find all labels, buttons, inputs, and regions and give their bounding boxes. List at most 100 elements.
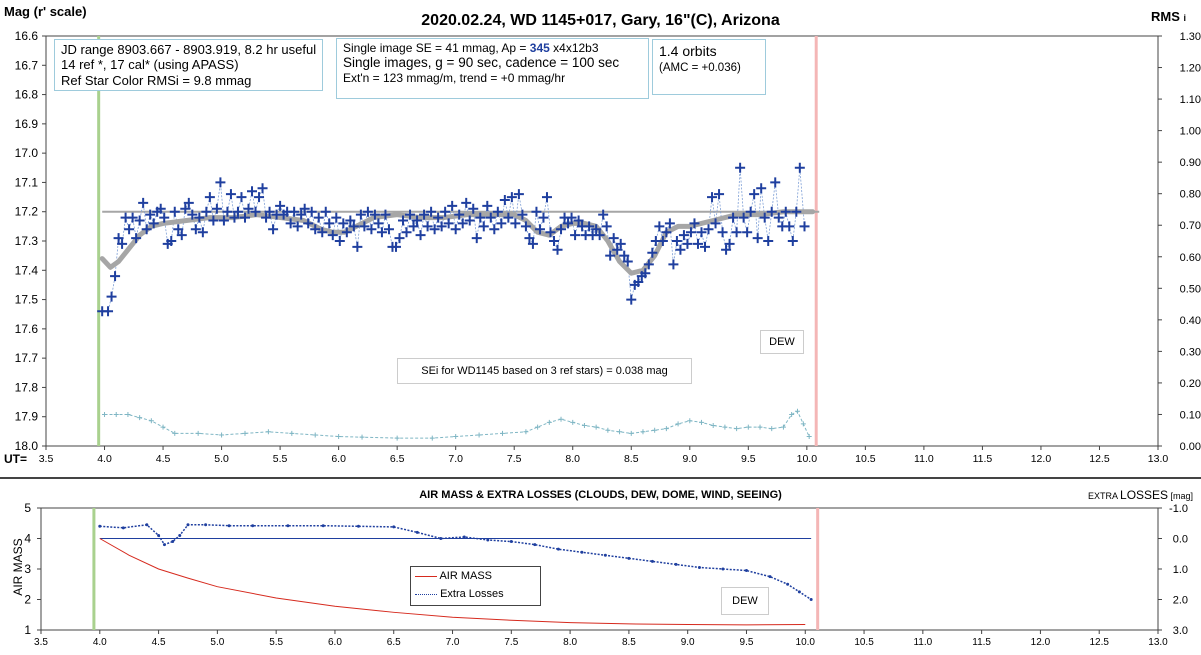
mag-point bbox=[352, 241, 363, 252]
mag-point bbox=[598, 209, 609, 220]
extra-losses-point bbox=[697, 565, 701, 569]
mag-point bbox=[141, 224, 152, 235]
info-box-jd: JD range 8903.667 - 8903.919, 8.2 hr use… bbox=[54, 39, 324, 91]
mag-point bbox=[714, 189, 725, 200]
rms-point bbox=[652, 427, 658, 433]
mag-point bbox=[468, 203, 479, 214]
legend-airmass-swatch bbox=[415, 575, 437, 577]
bottom-x-tick-label: 8.0 bbox=[563, 637, 577, 648]
rms-sub-label: i bbox=[1183, 13, 1187, 23]
top-x-tick-label: 11.0 bbox=[914, 453, 934, 465]
bottom-left-tick-label: 4 bbox=[24, 532, 31, 546]
mag-point bbox=[685, 227, 696, 238]
mag-point bbox=[689, 218, 700, 229]
top-x-tick-label: 9.0 bbox=[682, 453, 697, 465]
mag-point bbox=[215, 177, 226, 188]
top-right-tick-label: 1.00 bbox=[1180, 126, 1201, 138]
extra-losses-point bbox=[204, 523, 208, 527]
dew-label-top: DEW bbox=[760, 330, 804, 354]
mag-point bbox=[471, 233, 482, 244]
top-left-tick-label: 16.7 bbox=[15, 58, 39, 72]
mag-point bbox=[454, 209, 465, 220]
bottom-x-tick-label: 4.5 bbox=[152, 637, 166, 648]
bottom-right-tick-label: 1.0 bbox=[1173, 564, 1188, 576]
rms-point bbox=[312, 432, 318, 438]
mag-point bbox=[759, 212, 770, 223]
rms-point bbox=[535, 424, 541, 430]
top-right-tick-label: 1.10 bbox=[1180, 94, 1201, 106]
top-x-tick-label: 12.0 bbox=[1031, 453, 1052, 465]
mag-point bbox=[622, 256, 633, 267]
extra-losses-point bbox=[797, 590, 801, 594]
extra-losses-line bbox=[99, 523, 812, 601]
mag-point bbox=[499, 195, 510, 205]
mag-point bbox=[331, 212, 342, 223]
mag-point bbox=[134, 215, 145, 226]
rms-label: RMS bbox=[1151, 9, 1180, 24]
bottom-x-tick-label: 6.0 bbox=[328, 637, 342, 648]
mag-point bbox=[489, 224, 500, 235]
mag-point bbox=[517, 209, 528, 220]
top-right-tick-label: 0.50 bbox=[1180, 283, 1201, 295]
mag-point bbox=[359, 221, 370, 232]
top-left-tick-label: 17.2 bbox=[15, 205, 39, 219]
mag-point bbox=[678, 230, 689, 241]
top-x-tick-label: 3.5 bbox=[39, 453, 54, 465]
mag-point bbox=[106, 291, 117, 302]
mag-point bbox=[264, 206, 275, 217]
bottom-chart-title: AIR MASS & EXTRA LOSSES (CLOUDS, DEW, DO… bbox=[419, 489, 782, 501]
extra-losses-point bbox=[627, 556, 631, 560]
top-right-tick-label: 0.00 bbox=[1180, 441, 1201, 453]
mag-point bbox=[545, 227, 556, 238]
mag-point bbox=[289, 206, 300, 217]
top-left-tick-label: 17.4 bbox=[15, 263, 39, 277]
rms-point bbox=[195, 430, 201, 436]
mag-point bbox=[534, 224, 545, 235]
mag-point bbox=[573, 215, 584, 226]
bottom-x-tick-label: 10.0 bbox=[796, 637, 816, 648]
mag-point bbox=[194, 212, 205, 223]
mag-point bbox=[552, 244, 563, 255]
bottom-right-tick-label: 2.0 bbox=[1173, 595, 1188, 607]
top-right-tick-label: 0.80 bbox=[1180, 189, 1201, 201]
mag-point bbox=[429, 224, 440, 235]
extra-losses-point bbox=[98, 524, 102, 528]
mag-point bbox=[482, 200, 493, 211]
extra-losses-point bbox=[415, 530, 419, 534]
top-right-axis-label: RMS i bbox=[1151, 9, 1186, 24]
mag-point bbox=[211, 203, 222, 214]
extra-losses-point bbox=[157, 533, 161, 537]
rms-point bbox=[675, 421, 681, 427]
mag-point bbox=[780, 206, 791, 217]
bottom-plot-frame bbox=[40, 507, 1159, 631]
rms-point bbox=[800, 421, 806, 427]
bottom-x-tick-label: 11.5 bbox=[972, 637, 991, 648]
extra-losses-point bbox=[556, 547, 560, 551]
mag-point bbox=[654, 221, 665, 232]
extra-losses-point bbox=[286, 524, 290, 528]
rms-point bbox=[113, 411, 119, 417]
mag-point bbox=[784, 221, 795, 232]
mag-point bbox=[615, 238, 626, 249]
extra-losses-point bbox=[251, 524, 255, 528]
bottom-x-tick-label: 5.0 bbox=[210, 637, 224, 648]
rms-line bbox=[104, 410, 810, 439]
rms-point bbox=[429, 435, 435, 441]
mag-point bbox=[724, 238, 735, 249]
rms-point bbox=[148, 418, 154, 424]
mag-point bbox=[692, 238, 703, 249]
extra-losses-point bbox=[786, 582, 790, 586]
mag-point bbox=[594, 230, 605, 241]
rms-point bbox=[160, 424, 166, 430]
rms-point bbox=[546, 419, 552, 425]
mag-point bbox=[770, 177, 781, 188]
rms-point bbox=[289, 430, 295, 436]
mag-point bbox=[549, 236, 560, 246]
rms-point bbox=[757, 424, 763, 430]
extra-losses-point bbox=[321, 524, 325, 528]
mag-point bbox=[496, 218, 507, 229]
extra-losses-point bbox=[227, 524, 231, 528]
mag-point bbox=[124, 224, 135, 235]
mag-point bbox=[366, 224, 377, 235]
mag-point bbox=[619, 250, 630, 261]
